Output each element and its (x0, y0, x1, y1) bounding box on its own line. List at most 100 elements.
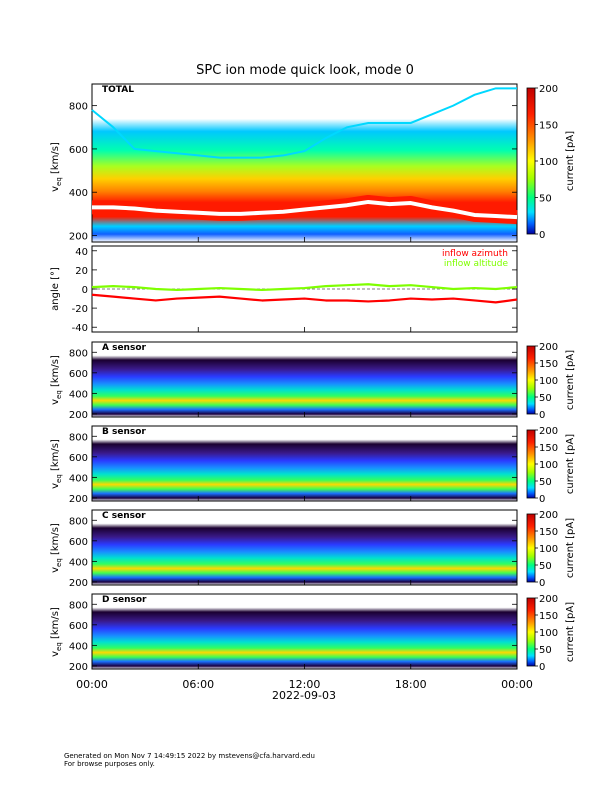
d-ytick-label-2: 600 (69, 621, 88, 632)
total-cbar-tick-label-1: 50 (539, 194, 552, 205)
angle-ytick-label-0: -40 (72, 323, 88, 334)
c-ytick-label-1: 400 (69, 557, 88, 568)
angle-ytick-label-4: 40 (75, 247, 88, 258)
total-spectrogram (92, 84, 517, 242)
x-tick-label-4: 00:00 (501, 678, 533, 691)
sensor-b-spectrogram (92, 426, 517, 501)
sensor-d-colorbar-label: current [pA] (565, 602, 576, 662)
sensor-a-colorbar-ticks: 0 50 100 150 200 (535, 342, 558, 421)
sensor-a-colorbar (526, 345, 536, 415)
total-colorbar (526, 87, 536, 235)
a-ytick-label-2: 600 (69, 369, 88, 380)
sensor-b-yticks: 200 400 600 800 (69, 432, 517, 505)
angle-series-0-line (91, 293, 518, 304)
sensor-c-label: C sensor (102, 511, 146, 521)
sensor-b-label: B sensor (102, 427, 146, 437)
sensor-a-spectrogram (92, 342, 517, 417)
b-ytick-label-0: 200 (69, 494, 88, 505)
total-colorbar-ticks: 0 50 100 150 200 (535, 84, 558, 241)
c-cbar-tick-label-2: 100 (539, 544, 558, 555)
sensor-a-ylabel: veq [km/s] (50, 355, 63, 405)
d-cbar-tick-label-0: 0 (539, 662, 545, 673)
c-cbar-tick-label-4: 200 (539, 510, 558, 521)
d-cbar-tick-label-2: 100 (539, 628, 558, 639)
x-tick-label-3: 18:00 (395, 678, 427, 691)
sensor-c-panel: C sensor 200 400 600 800 veq [km/s] 0 50 100 1… (50, 509, 576, 589)
x-tick-label-2: 12:00 (289, 678, 321, 691)
a-ytick-label-3: 800 (69, 348, 88, 359)
sensor-d-colorbar (526, 597, 536, 667)
sensor-a-panel: A sensor 200 400 600 800 veq [km/s] 0 50 100 1… (50, 341, 576, 421)
total-ytick-label-0: 200 (69, 232, 88, 243)
total-cbar-tick-label-2: 100 (539, 157, 558, 168)
angle-series (91, 283, 518, 304)
sensor-a-colorbar-label: current [pA] (565, 350, 576, 410)
angle-series-1-line (91, 283, 518, 292)
total-cbar-tick-label-3: 150 (539, 121, 558, 132)
a-ytick-label-0: 200 (69, 410, 88, 421)
sensor-a-label: A sensor (102, 343, 147, 353)
total-ytick-label-1: 400 (69, 188, 88, 199)
d-cbar-tick-label-3: 150 (539, 611, 558, 622)
a-cbar-tick-label-0: 0 (539, 410, 545, 421)
d-cbar-tick-label-4: 200 (539, 594, 558, 605)
a-cbar-tick-label-2: 100 (539, 376, 558, 387)
sensor-c-yticks: 200 400 600 800 (69, 516, 517, 589)
total-core-band (91, 87, 518, 225)
footer-note: Generated on Mon Nov 7 14:49:15 2022 by … (64, 752, 315, 768)
angle-ytick-label-2: 0 (82, 285, 88, 296)
d-ytick-label-0: 200 (69, 662, 88, 673)
total-core-peak-line (92, 199, 518, 220)
sensor-c-colorbar-ticks: 0 50 100 150 200 (535, 510, 558, 589)
footer-line-1: Generated on Mon Nov 7 14:49:15 2022 by … (64, 752, 315, 760)
c-cbar-tick-label-3: 150 (539, 527, 558, 538)
figure-title: SPC ion mode quick look, mode 0 (196, 63, 414, 78)
x-tick-label-0: 00:00 (76, 678, 108, 691)
sensor-c-ylabel: veq [km/s] (50, 523, 63, 573)
sensor-b-colorbar (526, 429, 536, 499)
c-cbar-tick-label-0: 0 (539, 578, 545, 589)
sensor-c-colorbar (526, 513, 536, 583)
sensor-d-panel: D sensor 200 400 600 800 veq [km/s] 0 50 100 1… (50, 593, 576, 673)
sensor-b-colorbar-ticks: 0 50 100 150 200 (535, 426, 558, 505)
b-ytick-label-2: 600 (69, 453, 88, 464)
sensor-d-label: D sensor (102, 595, 147, 605)
total-yticks: 200 400 600 800 (69, 102, 517, 243)
legend-azimuth: inflow azimuth (442, 249, 508, 259)
total-cbar-tick-label-4: 200 (539, 84, 558, 95)
angle-ytick-label-3: 20 (75, 266, 88, 277)
angle-ylabel: angle [°] (50, 267, 61, 311)
d-ytick-label-3: 800 (69, 600, 88, 611)
sensor-d-spectrogram (92, 594, 517, 669)
b-ytick-label-3: 800 (69, 432, 88, 443)
c-ytick-label-3: 800 (69, 516, 88, 527)
b-cbar-tick-label-0: 0 (539, 494, 545, 505)
c-ytick-label-2: 600 (69, 537, 88, 548)
sensor-d-colorbar-ticks: 0 50 100 150 200 (535, 594, 558, 673)
a-cbar-tick-label-3: 150 (539, 359, 558, 370)
c-cbar-tick-label-1: 50 (539, 561, 552, 572)
angle-panel: -40 -20 0 20 40 angle [°] inflow azimuth inf… (50, 245, 518, 334)
b-cbar-tick-label-2: 100 (539, 460, 558, 471)
x-axis: 00:00 06:00 12:00 18:00 00:00 (76, 237, 533, 691)
a-cbar-tick-label-1: 50 (539, 393, 552, 404)
d-cbar-tick-label-1: 50 (539, 645, 552, 656)
b-cbar-tick-label-1: 50 (539, 477, 552, 488)
x-axis-date-label: 2022-09-03 (272, 689, 336, 702)
total-panel-label: TOTAL (102, 85, 134, 95)
sensor-c-colorbar-label: current [pA] (565, 518, 576, 578)
b-cbar-tick-label-4: 200 (539, 426, 558, 437)
sensor-c-spectrogram (92, 510, 517, 585)
sensor-b-ylabel: veq [km/s] (50, 439, 63, 489)
legend-altitude: inflow altitude (444, 259, 509, 269)
angle-yticks: -40 -20 0 20 40 (72, 247, 517, 334)
total-colorbar-label: current [pA] (565, 131, 576, 191)
d-ytick-label-1: 400 (69, 641, 88, 652)
sensor-a-yticks: 200 400 600 800 (69, 348, 517, 421)
sensor-b-panel: B sensor 200 400 600 800 veq [km/s] 0 50 100 1… (50, 425, 576, 505)
a-ytick-label-1: 400 (69, 389, 88, 400)
sensor-d-yticks: 200 400 600 800 (69, 600, 517, 673)
footer-line-2: For browse purposes only. (64, 760, 155, 768)
total-upper-edge-line (91, 87, 517, 159)
